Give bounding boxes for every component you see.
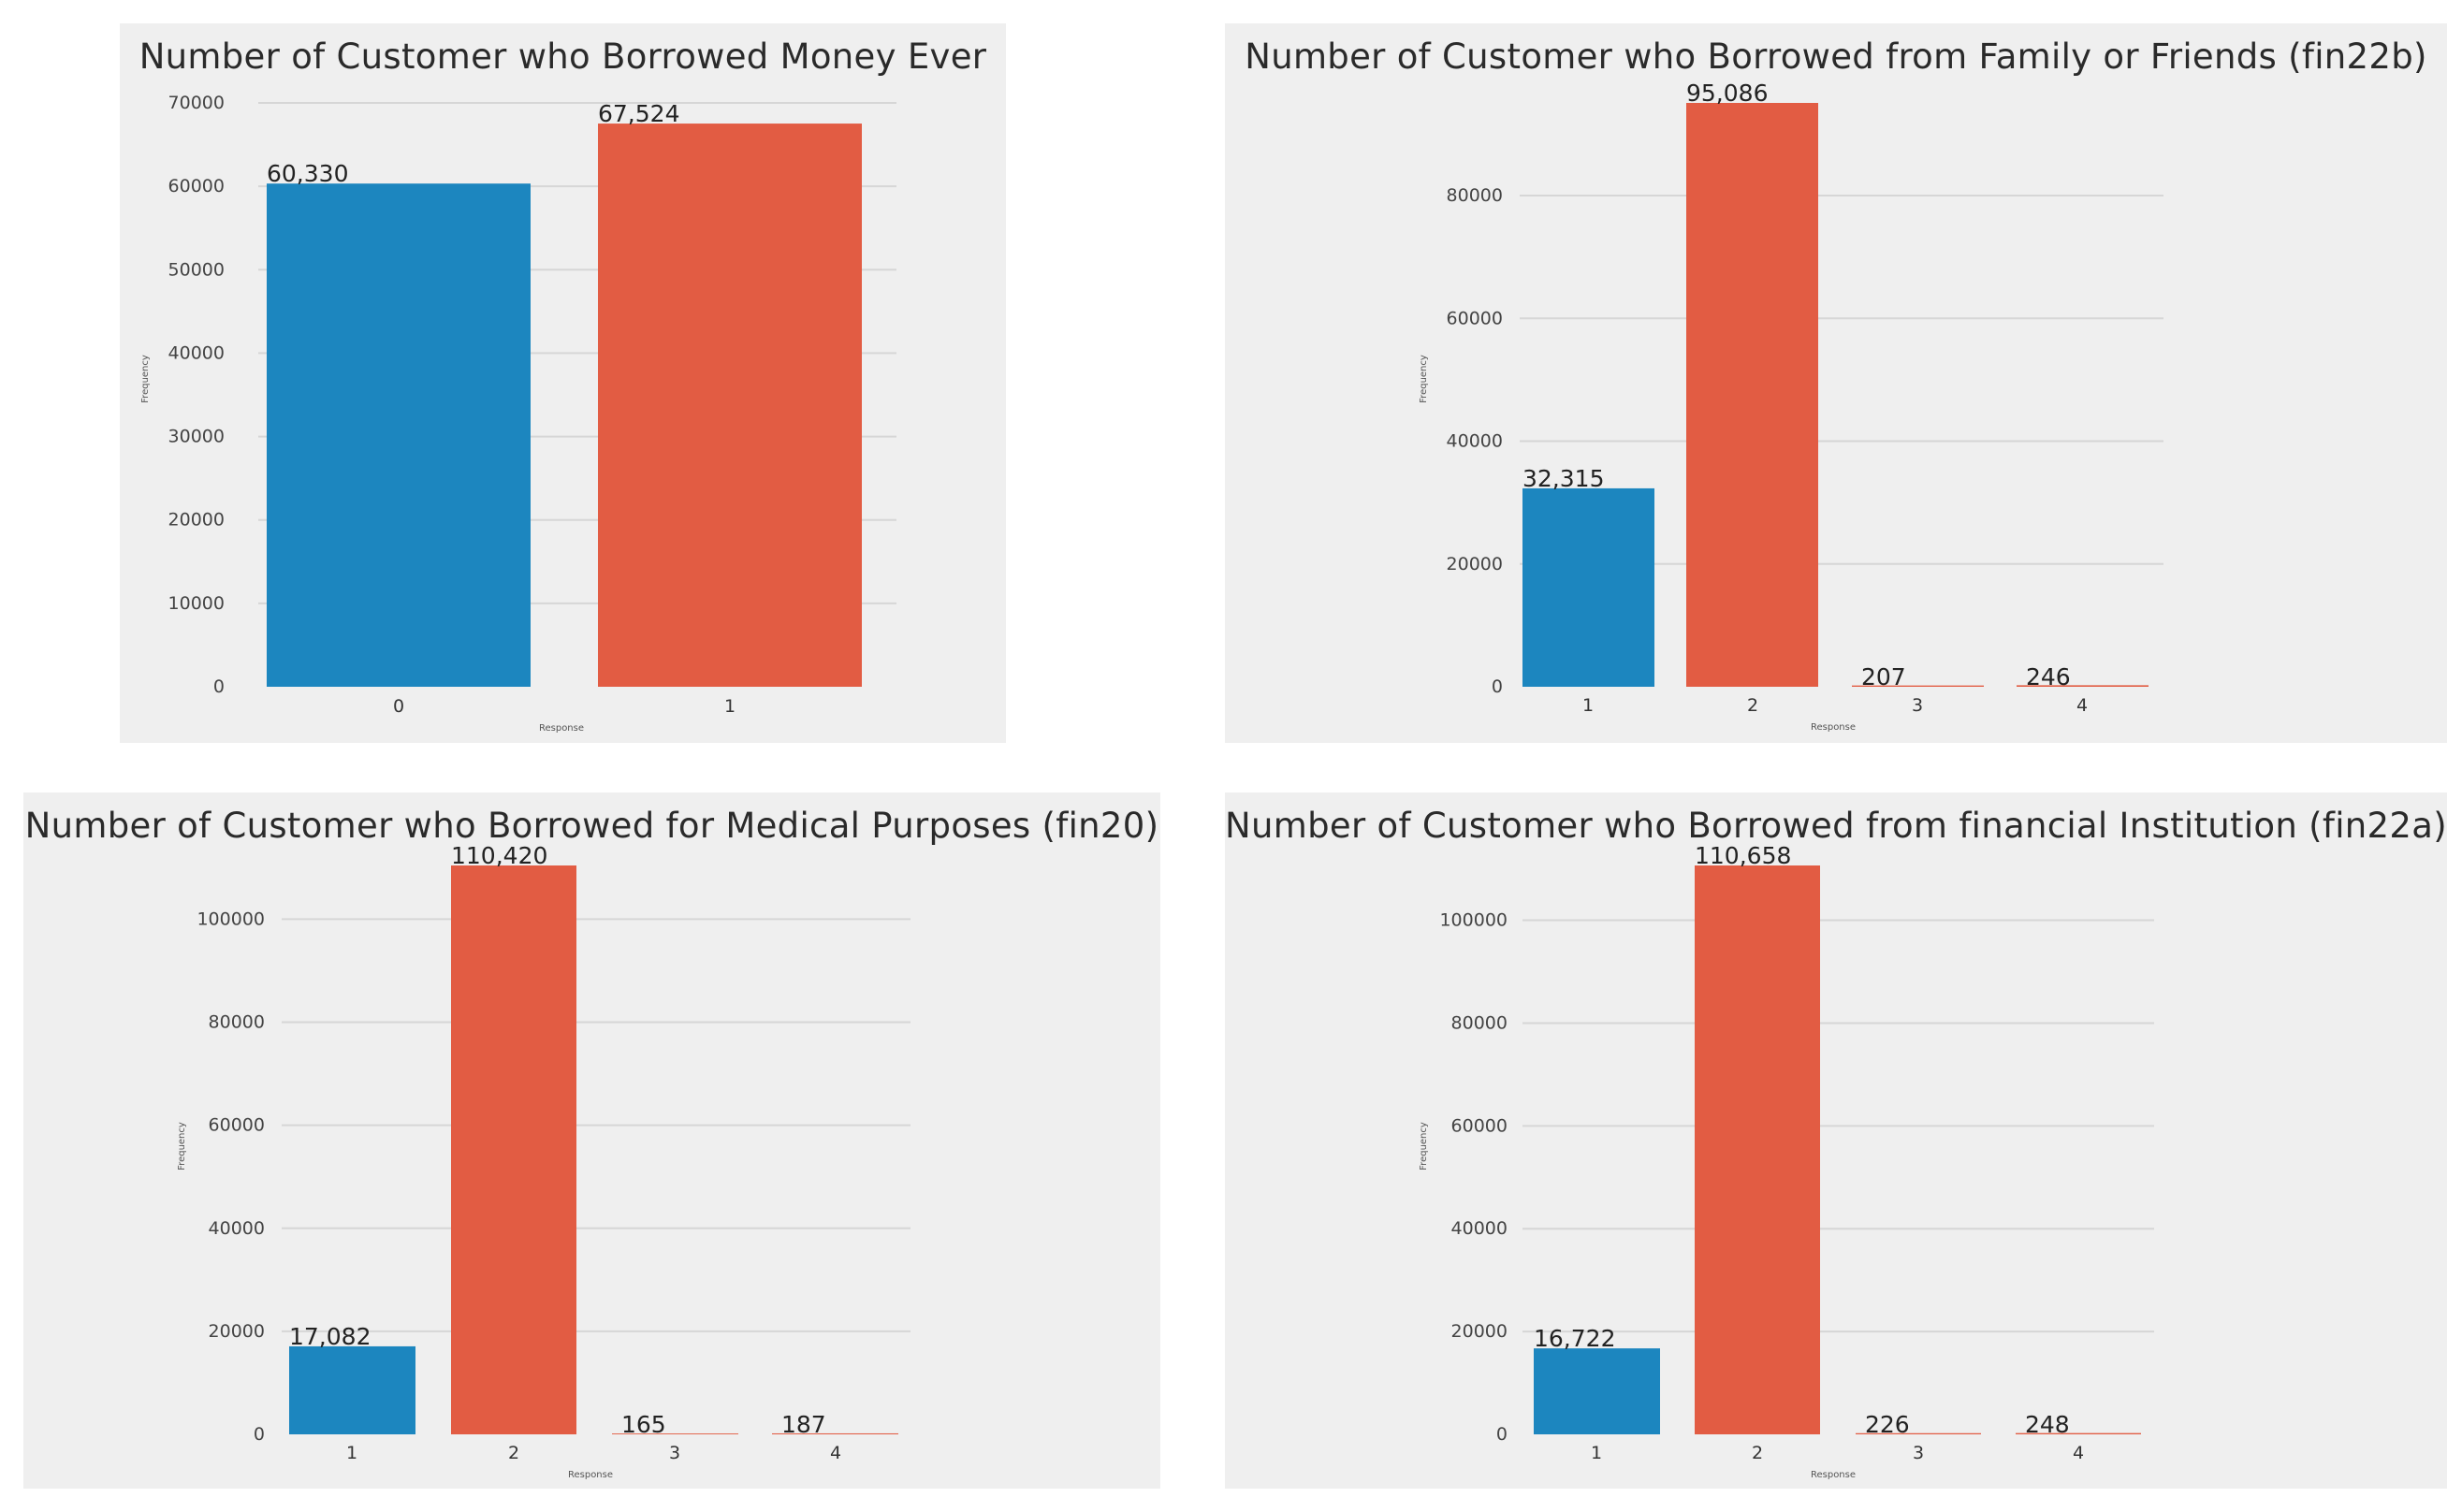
y-tick-label: 100000 <box>197 909 265 929</box>
chart-title: Number of Customer who Borrowed Money Ev… <box>138 36 987 77</box>
value-label: 246 <box>2026 663 2071 691</box>
bar-1 <box>1522 487 1654 687</box>
x-tick-label: 1 <box>346 1443 357 1463</box>
chart-panel-family-friends: 0 20000 40000 60000 80000 32,315 95,086 207 246 1… <box>1225 23 2447 743</box>
x-tick-label: 1 <box>1591 1443 1602 1463</box>
x-axis-label: Response <box>539 723 584 734</box>
chart-panel-medical: 0 20000 40000 60000 80000 100000 17,082 110,420… <box>23 792 1160 1489</box>
y-tick-label: 40000 <box>1451 1218 1508 1239</box>
x-tick-label: 4 <box>830 1443 841 1463</box>
y-tick-label: 20000 <box>1451 1321 1508 1342</box>
chart-family-friends: 0 20000 40000 60000 80000 32,315 95,086 207 246 1… <box>1419 80 2163 733</box>
chart-financial-institution: 0 20000 40000 60000 80000 100000 16,722 110,658… <box>1419 842 2154 1480</box>
y-tick-label: 100000 <box>1439 910 1508 931</box>
y-tick-label: 40000 <box>209 1218 265 1239</box>
value-label: 60,330 <box>267 160 348 187</box>
y-tick-label: 0 <box>254 1424 265 1445</box>
x-axis-label: Response <box>1811 722 1856 733</box>
y-tick-label: 20000 <box>1447 554 1503 574</box>
bar-2 <box>451 865 576 1434</box>
bar-3 <box>1856 1432 1981 1434</box>
bar-4 <box>772 1432 898 1434</box>
bar-4 <box>2016 1432 2141 1434</box>
y-tick-label: 20000 <box>168 510 225 531</box>
x-axis-label: Response <box>568 1470 613 1480</box>
value-label: 32,315 <box>1522 465 1604 492</box>
chart-panel-financial-institution: 0 20000 40000 60000 80000 100000 16,722 110,658… <box>1225 792 2447 1489</box>
bar-2 <box>1686 103 1818 687</box>
x-tick-label: 2 <box>1747 695 1758 716</box>
x-tick-label: 1 <box>1582 695 1594 716</box>
y-axis-label: Frequency <box>177 1122 187 1170</box>
value-label: 248 <box>2025 1411 2070 1438</box>
y-tick-label: 60000 <box>1447 308 1503 328</box>
value-label: 95,086 <box>1686 80 1768 107</box>
y-tick-label: 60000 <box>209 1115 265 1136</box>
bar-3 <box>1852 685 1984 687</box>
chart-title: Number of Customer who Borrowed from Fam… <box>1245 36 2427 77</box>
y-tick-label: 40000 <box>168 342 225 363</box>
y-tick-label: 60000 <box>1451 1115 1508 1136</box>
x-tick-label: 4 <box>2076 695 2088 716</box>
x-tick-label: 2 <box>508 1443 519 1463</box>
value-label: 226 <box>1865 1411 1910 1438</box>
y-tick-label: 70000 <box>168 93 225 113</box>
chart-medical: 0 20000 40000 60000 80000 100000 17,082 110,420… <box>177 842 911 1480</box>
x-tick-label: 2 <box>1752 1443 1763 1463</box>
y-tick-label: 50000 <box>168 259 225 280</box>
y-tick-label: 0 <box>213 676 225 697</box>
value-label: 207 <box>1861 663 1906 691</box>
x-tick-label: 4 <box>2073 1443 2084 1463</box>
y-axis-label: Frequency <box>1419 1122 1429 1170</box>
value-label: 110,420 <box>451 842 547 869</box>
bar-2 <box>1695 865 1820 1434</box>
chart-title: Number of Customer who Borrowed for Medi… <box>24 806 1159 846</box>
y-tick-label: 80000 <box>1451 1012 1508 1033</box>
bar-1 <box>1534 1348 1660 1434</box>
bar-1 <box>289 1345 415 1434</box>
x-tick-label: 0 <box>393 696 404 717</box>
value-label: 187 <box>781 1411 826 1438</box>
y-tick-label: 30000 <box>168 427 225 447</box>
value-label: 110,658 <box>1695 842 1791 869</box>
value-label: 17,082 <box>289 1323 371 1350</box>
x-tick-label: 3 <box>1913 1443 1924 1463</box>
y-tick-label: 40000 <box>1447 431 1503 452</box>
value-label: 16,722 <box>1534 1325 1615 1352</box>
chart-title: Number of Customer who Borrowed from fin… <box>1225 806 2447 846</box>
y-tick-label: 80000 <box>1447 185 1503 206</box>
y-tick-label: 0 <box>1492 676 1503 697</box>
value-label: 165 <box>621 1411 666 1438</box>
bar-3 <box>612 1433 738 1434</box>
x-tick-label: 3 <box>669 1443 680 1463</box>
bar-1 <box>598 124 862 687</box>
x-axis-label: Response <box>1811 1470 1856 1480</box>
bar-0 <box>267 183 531 687</box>
chart-borrowed-ever: 0 10000 20000 30000 40000 50000 60000 70000 60,3… <box>140 93 896 734</box>
y-axis-label: Frequency <box>1419 355 1429 403</box>
chart-panel-borrowed-ever: 0 10000 20000 30000 40000 50000 60000 70000 60,3… <box>120 23 1006 743</box>
x-tick-label: 1 <box>724 696 736 717</box>
y-tick-label: 0 <box>1496 1424 1508 1445</box>
y-tick-label: 80000 <box>209 1012 265 1033</box>
value-label: 67,524 <box>598 100 679 127</box>
y-tick-label: 20000 <box>209 1321 265 1342</box>
x-tick-label: 3 <box>1912 695 1923 716</box>
bar-4 <box>2017 685 2149 687</box>
y-axis-label: Frequency <box>140 355 151 403</box>
y-tick-label: 10000 <box>168 593 225 614</box>
y-tick-label: 60000 <box>168 176 225 196</box>
